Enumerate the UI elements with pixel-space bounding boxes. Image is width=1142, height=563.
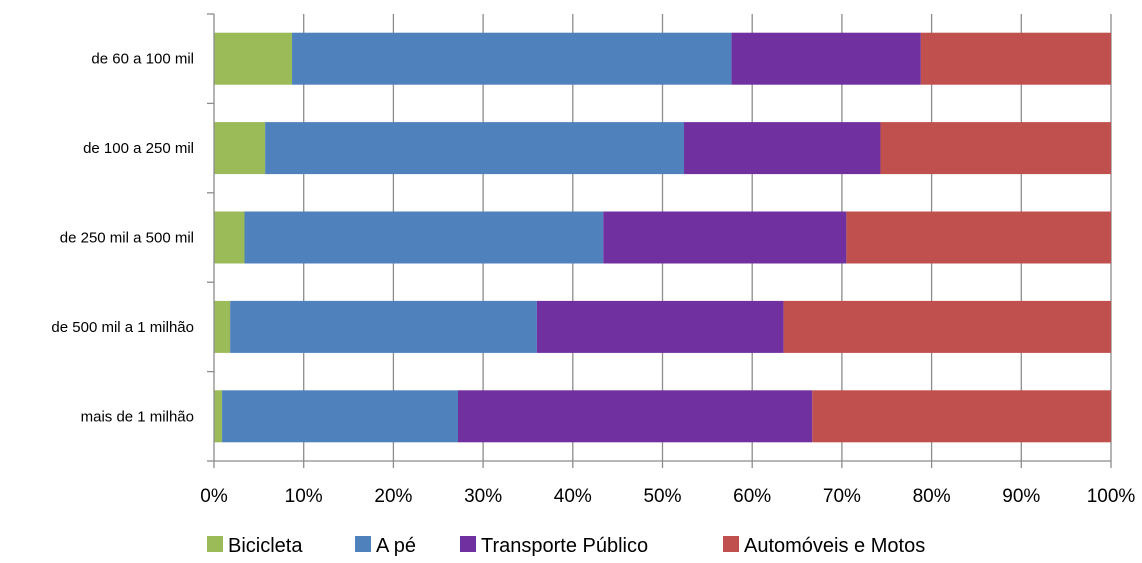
- labels: 0% 10% 20% 30% 40% 50% 60% 70% 80% 90% 100% de 60 a…: [51, 51, 1135, 507]
- bar-transporte-publico-mais-de-1-milhao: [457, 390, 813, 443]
- bar-automoveis-e-motos-de-60-a-100-mil: [920, 32, 1111, 85]
- x-tick-label: 50%: [643, 486, 681, 507]
- x-tick-label: 0%: [200, 486, 228, 507]
- x-tick-label: 100%: [1087, 486, 1136, 507]
- bar-automoveis-e-motos-de-500-mil-a-1-milhao: [783, 300, 1111, 353]
- legend-label-automoveis-e-motos: Automóveis e Motos: [744, 535, 925, 557]
- y-category-label: de 500 mil a 1 milhão: [51, 319, 194, 336]
- bar-bicicleta-de-500-mil-a-1-milhao: [214, 300, 231, 353]
- legend-swatch-a-pe: [355, 536, 371, 552]
- y-category-label: de 250 mil a 500 mil: [60, 230, 194, 247]
- x-tick-label: 70%: [823, 486, 861, 507]
- bar-a-pe-mais-de-1-milhao: [222, 390, 458, 443]
- x-tick-label: 30%: [464, 486, 502, 507]
- legend-swatch-bicicleta: [207, 536, 223, 552]
- axes: [207, 13, 1112, 468]
- legend-label-a-pe: A pé: [376, 535, 416, 557]
- y-category-label: mais de 1 milhão: [81, 408, 194, 425]
- x-tick-label: 60%: [733, 486, 771, 507]
- bar-transporte-publico-de-500-mil-a-1-milhao: [536, 300, 784, 353]
- bar-transporte-publico-de-60-a-100-mil: [731, 32, 921, 85]
- bar-bicicleta-de-250-mil-a-500-mil: [214, 211, 245, 264]
- x-tick-label: 80%: [913, 486, 951, 507]
- legend: Bicicleta A pé Transporte Público Automóvei…: [207, 535, 925, 557]
- bar-bicicleta-de-100-a-250-mil: [214, 122, 266, 175]
- x-tick-label: 90%: [1002, 486, 1040, 507]
- bar-a-pe-de-250-mil-a-500-mil: [244, 211, 604, 264]
- legend-swatch-transporte-publico: [460, 536, 476, 552]
- x-tick-label: 40%: [554, 486, 592, 507]
- bars: [214, 32, 1111, 443]
- bar-bicicleta-de-60-a-100-mil: [214, 32, 293, 85]
- bar-automoveis-e-motos-de-100-a-250-mil: [880, 122, 1111, 175]
- bar-transporte-publico-de-100-a-250-mil: [684, 122, 881, 175]
- bar-transporte-publico-de-250-mil-a-500-mil: [603, 211, 847, 264]
- bar-bicicleta-mais-de-1-milhao: [214, 390, 223, 443]
- bar-a-pe-de-100-a-250-mil: [265, 122, 685, 175]
- y-category-label: de 100 a 250 mil: [83, 140, 194, 157]
- bar-automoveis-e-motos-de-250-mil-a-500-mil: [846, 211, 1111, 264]
- y-category-label: de 60 a 100 mil: [91, 51, 194, 68]
- bar-a-pe-de-60-a-100-mil: [292, 32, 732, 85]
- bar-a-pe-de-500-mil-a-1-milhao: [230, 300, 537, 353]
- legend-label-bicicleta: Bicicleta: [228, 535, 303, 557]
- bar-automoveis-e-motos-mais-de-1-milhao: [812, 390, 1111, 443]
- x-tick-label: 10%: [285, 486, 323, 507]
- x-tick-label: 20%: [374, 486, 412, 507]
- legend-swatch-automoveis-e-motos: [723, 536, 739, 552]
- legend-label-transporte-publico: Transporte Público: [481, 535, 648, 557]
